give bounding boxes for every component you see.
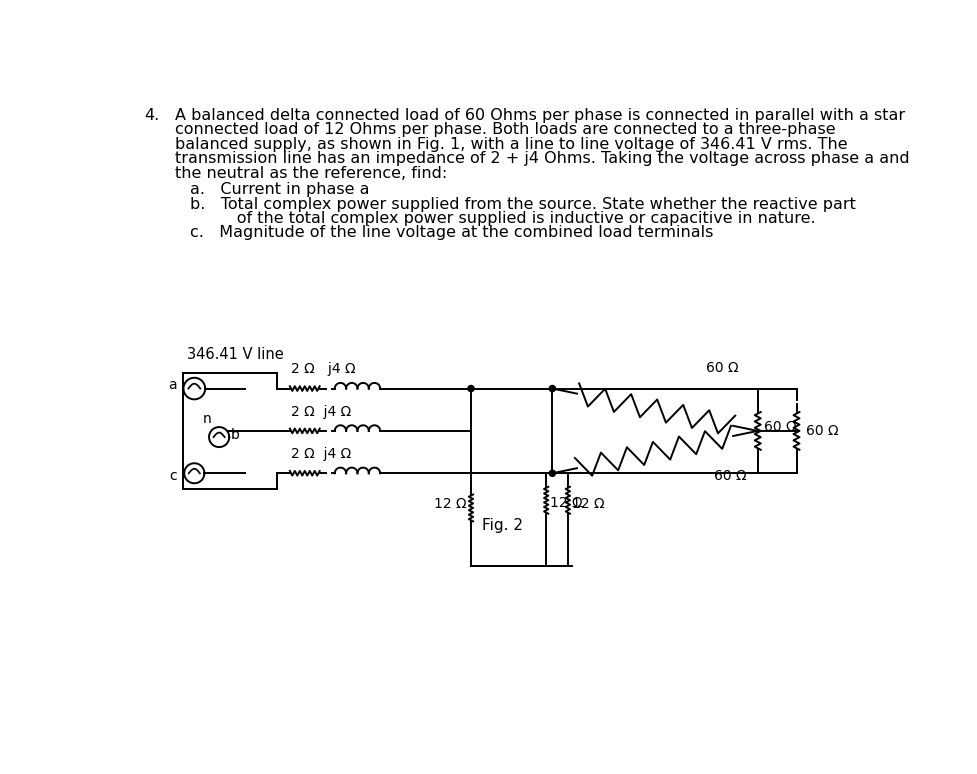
Text: 60 Ω: 60 Ω bbox=[805, 424, 837, 438]
Text: Fig. 2: Fig. 2 bbox=[481, 518, 522, 533]
Text: c.   Magnitude of the line voltage at the combined load terminals: c. Magnitude of the line voltage at the … bbox=[191, 224, 713, 239]
Text: 346.41 V line: 346.41 V line bbox=[187, 347, 283, 361]
Text: 60 Ω: 60 Ω bbox=[713, 469, 745, 484]
Text: 60 Ω: 60 Ω bbox=[705, 361, 738, 375]
Text: 12 Ω: 12 Ω bbox=[549, 495, 582, 509]
Circle shape bbox=[549, 385, 555, 392]
Text: 2 Ω   j4 Ω: 2 Ω j4 Ω bbox=[291, 362, 356, 376]
Text: A balanced delta connected load of 60 Ohms per phase is connected in parallel wi: A balanced delta connected load of 60 Oh… bbox=[175, 108, 904, 122]
Text: c: c bbox=[169, 468, 176, 482]
Text: 12 Ω: 12 Ω bbox=[434, 497, 467, 511]
Text: 12 Ω: 12 Ω bbox=[572, 497, 604, 511]
Text: of the total complex power supplied is inductive or capacitive in nature.: of the total complex power supplied is i… bbox=[206, 211, 815, 227]
Text: 4.: 4. bbox=[144, 108, 159, 122]
Text: the neutral as the reference, find:: the neutral as the reference, find: bbox=[175, 166, 446, 181]
Circle shape bbox=[549, 470, 555, 476]
Text: 60 Ω: 60 Ω bbox=[763, 420, 795, 434]
Text: transmission line has an impedance of 2 + j4 Ohms. Taking the voltage across pha: transmission line has an impedance of 2 … bbox=[175, 152, 909, 166]
Text: b: b bbox=[231, 428, 239, 442]
Text: b.   Total complex power supplied from the source. State whether the reactive pa: b. Total complex power supplied from the… bbox=[191, 197, 856, 212]
Text: connected load of 12 Ohms per phase. Both loads are connected to a three-phase: connected load of 12 Ohms per phase. Bot… bbox=[175, 122, 834, 137]
Text: 2 Ω  j4 Ω: 2 Ω j4 Ω bbox=[291, 447, 351, 461]
Text: a: a bbox=[168, 378, 176, 392]
Circle shape bbox=[467, 385, 474, 392]
Text: a.   Current in phase a: a. Current in phase a bbox=[191, 182, 369, 197]
Text: n: n bbox=[203, 413, 212, 426]
Text: balanced supply, as shown in Fig. 1, with a line to line voltage of 346.41 V rms: balanced supply, as shown in Fig. 1, wit… bbox=[175, 137, 847, 152]
Text: 2 Ω  j4 Ω: 2 Ω j4 Ω bbox=[291, 405, 351, 419]
